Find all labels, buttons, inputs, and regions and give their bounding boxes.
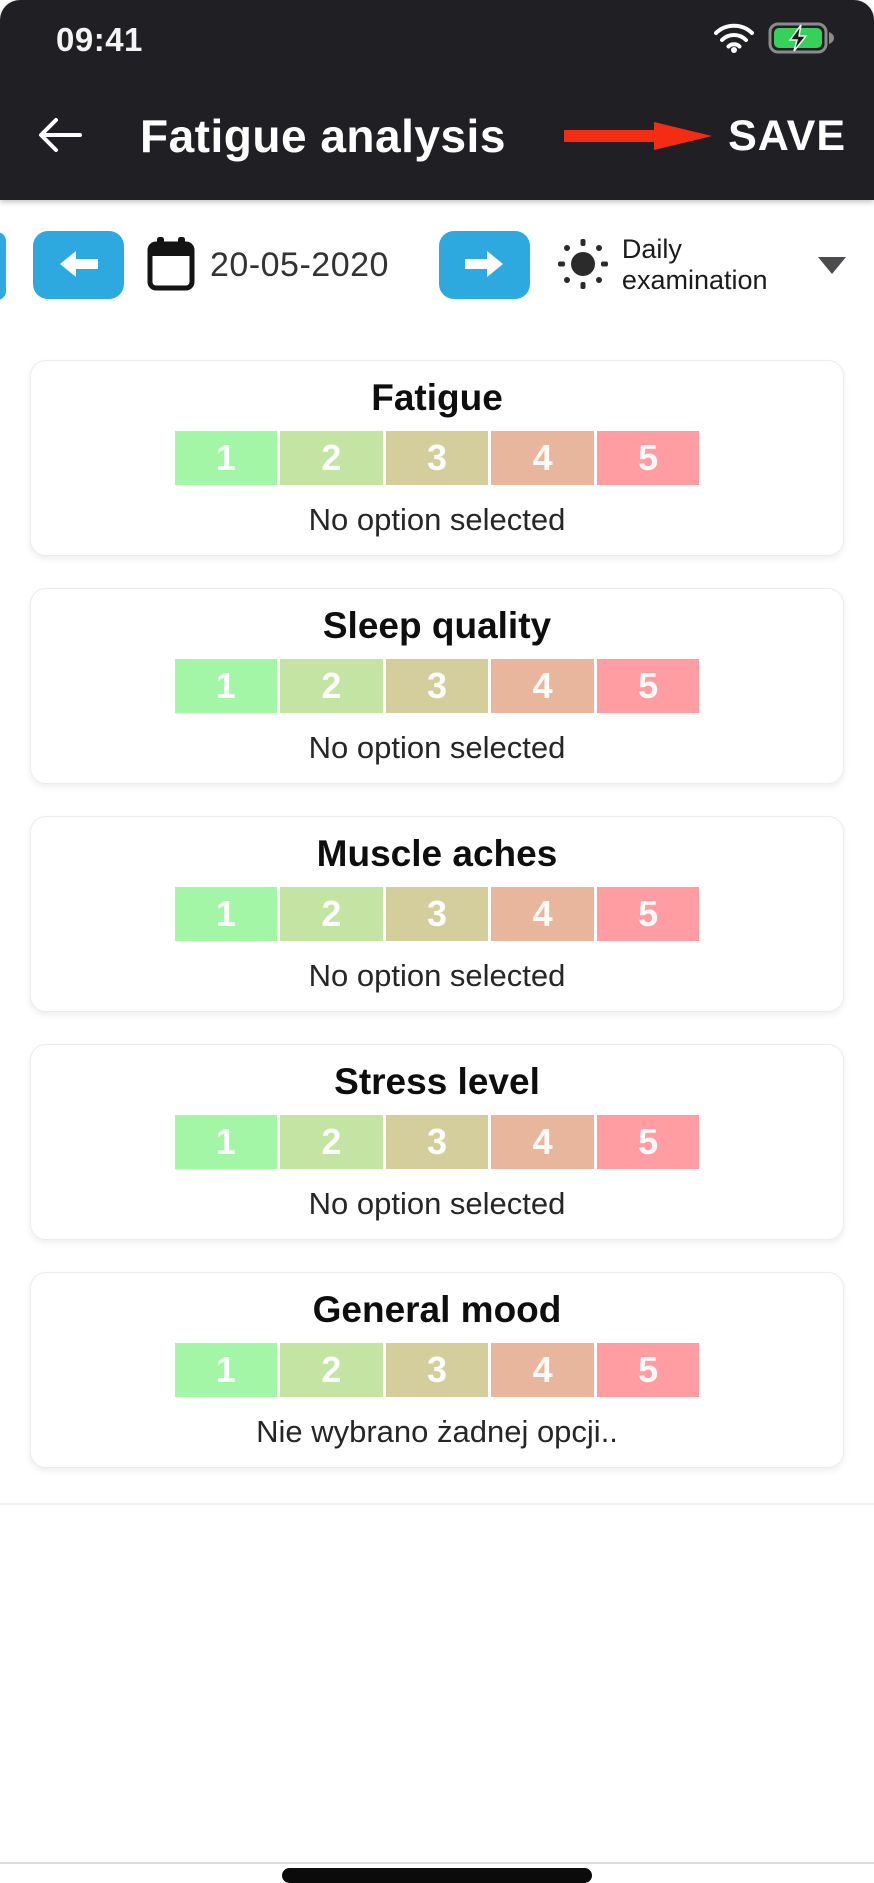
app-header: 09:41 <box>0 0 874 200</box>
next-day-button[interactable] <box>438 231 530 299</box>
status-bar: 09:41 <box>0 0 874 62</box>
rating-option-4[interactable]: 4 <box>491 887 594 941</box>
date-picker[interactable]: 20-05-2020 <box>144 235 389 296</box>
rating-option-2[interactable]: 2 <box>280 887 383 941</box>
home-indicator[interactable] <box>282 1868 592 1883</box>
arrow-right-icon <box>463 249 505 282</box>
rating-option-4[interactable]: 4 <box>491 431 594 485</box>
rating-option-5[interactable]: 5 <box>596 887 700 941</box>
bottom-divider <box>0 1862 874 1864</box>
arrow-left-icon <box>58 249 100 282</box>
card-title: Stress level <box>334 1061 540 1102</box>
examination-type-select[interactable]: Daily examination <box>556 234 874 296</box>
rating-option-1[interactable]: 1 <box>174 887 278 941</box>
no-option-label: No option selected <box>308 1186 566 1221</box>
date-navigation: 20-05-2020 Daily examination <box>0 230 874 300</box>
no-option-label: No option selected <box>308 730 566 765</box>
edge-peek-button <box>0 232 6 300</box>
chevron-down-icon <box>818 256 846 274</box>
rating-option-4[interactable]: 4 <box>491 1115 594 1169</box>
header-row: Fatigue analysis SAVE <box>0 62 874 184</box>
rating-option-1[interactable]: 1 <box>174 1115 278 1169</box>
no-option-label: No option selected <box>308 502 566 537</box>
rating-option-5[interactable]: 5 <box>596 1115 700 1169</box>
rating-option-2[interactable]: 2 <box>280 431 383 485</box>
wifi-icon <box>714 23 754 58</box>
rating-option-5[interactable]: 5 <box>596 1343 700 1397</box>
rating-option-5[interactable]: 5 <box>596 659 700 713</box>
no-option-label: No option selected <box>308 958 566 993</box>
save-button[interactable]: SAVE <box>728 111 846 160</box>
back-arrow-icon <box>36 115 84 158</box>
rating-option-1[interactable]: 1 <box>174 431 278 485</box>
card-title: Fatigue <box>371 377 503 418</box>
rating-option-3[interactable]: 3 <box>385 1343 489 1397</box>
card-title: Sleep quality <box>322 605 552 646</box>
rating-option-4[interactable]: 4 <box>491 1343 594 1397</box>
rating-option-4[interactable]: 4 <box>491 659 594 713</box>
calendar-icon <box>144 235 198 296</box>
card-title: Muscle aches <box>316 833 558 874</box>
rating-option-2[interactable]: 2 <box>280 1115 383 1169</box>
rating-option-3[interactable]: 3 <box>385 431 489 485</box>
rating-option-3[interactable]: 3 <box>385 887 489 941</box>
status-icons <box>714 21 836 60</box>
battery-charging-icon <box>768 21 836 60</box>
examination-type-label: Daily examination <box>621 234 768 295</box>
content-divider <box>0 1503 874 1505</box>
back-button[interactable] <box>32 108 88 164</box>
rating-option-3[interactable]: 3 <box>385 659 489 713</box>
rating-option-3[interactable]: 3 <box>385 1115 489 1169</box>
sun-icon <box>556 237 610 294</box>
rating-option-5[interactable]: 5 <box>596 431 700 485</box>
status-time: 09:41 <box>56 21 143 58</box>
page-title: Fatigue analysis <box>140 110 506 162</box>
annotation-arrow <box>562 104 714 168</box>
rating-option-1[interactable]: 1 <box>174 659 278 713</box>
rating-option-1[interactable]: 1 <box>174 1343 278 1397</box>
selected-date: 20-05-2020 <box>210 245 389 284</box>
rating-option-2[interactable]: 2 <box>280 1343 383 1397</box>
previous-day-button[interactable] <box>33 231 124 299</box>
no-option-label: Nie wybrano żadnej opcji.. <box>256 1414 618 1449</box>
card-title: General mood <box>312 1289 562 1330</box>
rating-option-2[interactable]: 2 <box>280 659 383 713</box>
